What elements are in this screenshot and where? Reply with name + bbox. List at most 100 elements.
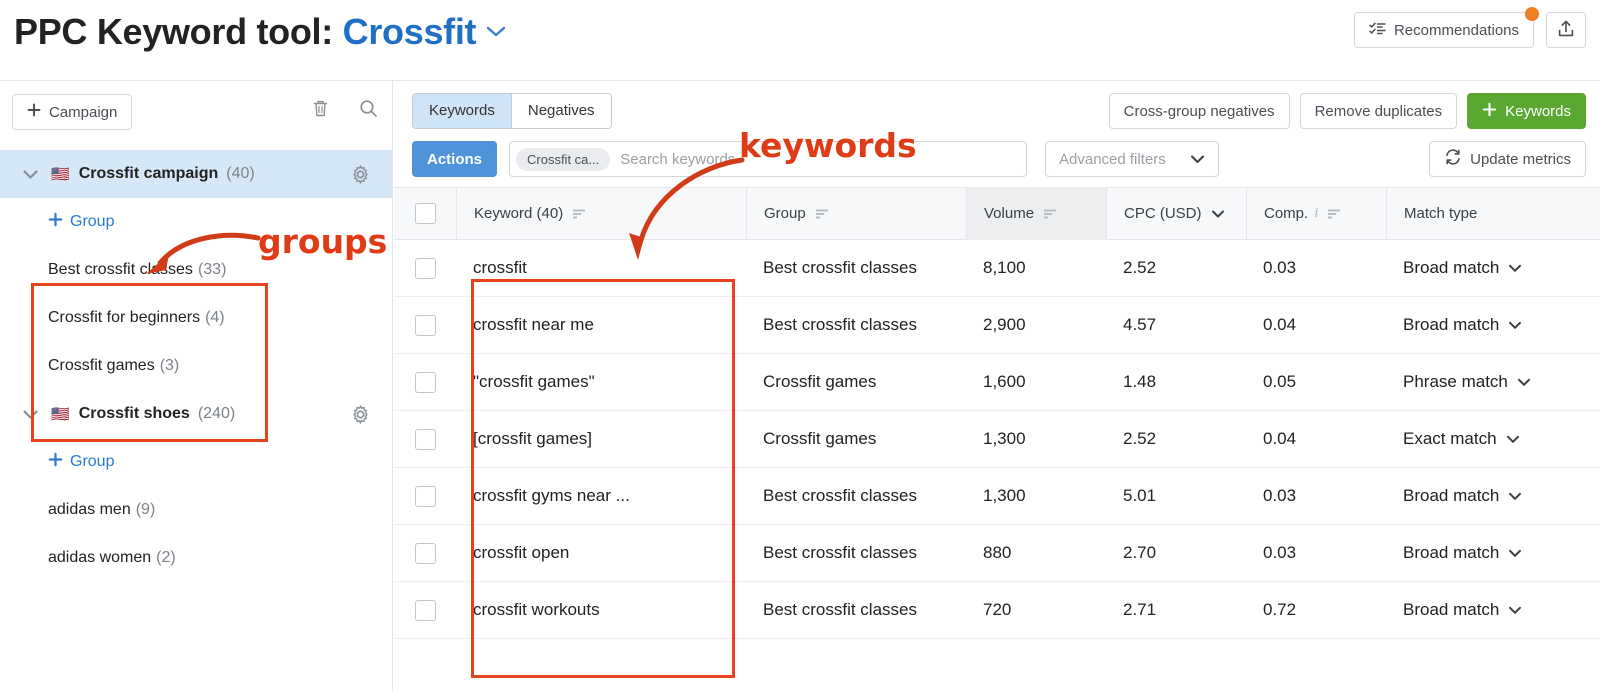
match-type-dropdown[interactable]: Broad match: [1403, 543, 1522, 563]
row-select-cell: [394, 525, 456, 581]
match-type-label: Broad match: [1403, 486, 1500, 505]
tab-keywords[interactable]: Keywords: [413, 94, 512, 128]
row-checkbox[interactable]: [414, 371, 436, 393]
cell-match-type[interactable]: Exact match: [1386, 411, 1600, 467]
gear-icon[interactable]: [351, 404, 370, 424]
search-scope-chip[interactable]: Crossfit ca...: [516, 147, 611, 171]
chevron-down-icon[interactable]: [22, 169, 39, 180]
match-type-dropdown[interactable]: Exact match: [1403, 429, 1520, 449]
column-header-group[interactable]: Group: [746, 187, 966, 240]
cell-group[interactable]: Best crossfit classes: [763, 315, 917, 334]
cell-match-type[interactable]: Phrase match: [1386, 354, 1600, 410]
add-keywords-button[interactable]: Keywords: [1467, 93, 1586, 129]
search-icon[interactable]: [359, 99, 378, 118]
chevron-down-icon[interactable]: [22, 409, 39, 420]
cell-group[interactable]: Best crossfit classes: [763, 600, 917, 619]
cell-keyword[interactable]: crossfit: [473, 258, 527, 277]
group-item[interactable]: Best crossfit classes (33): [0, 246, 392, 294]
advanced-filters-dropdown[interactable]: Advanced filters: [1045, 141, 1219, 177]
row-checkbox[interactable]: [414, 485, 436, 507]
add-group-button[interactable]: Group: [0, 198, 392, 246]
cell-group[interactable]: Best crossfit classes: [763, 258, 917, 277]
sort-icon[interactable]: [1043, 208, 1057, 220]
cell-group[interactable]: Crossfit games: [763, 429, 877, 448]
group-keyword-count: (33): [197, 261, 227, 278]
row-checkbox[interactable]: [414, 542, 436, 564]
cell-match-type[interactable]: Broad match: [1386, 582, 1600, 638]
cell-match-type[interactable]: Broad match: [1386, 525, 1600, 581]
table-row[interactable]: [crossfit games] Crossfit games 1,300 2.52 0…: [394, 411, 1600, 468]
sidebar: Campaign 🇺🇸 Crossfit ca: [0, 81, 393, 691]
export-icon: [1557, 19, 1575, 42]
table-row[interactable]: "crossfit games" Crossfit games 1,600 1.48 0…: [394, 354, 1600, 411]
cell-group[interactable]: Crossfit games: [763, 372, 877, 391]
trash-icon[interactable]: [312, 99, 329, 118]
remove-duplicates-button[interactable]: Remove duplicates: [1299, 93, 1458, 129]
column-header-cpc[interactable]: CPC (USD): [1106, 187, 1246, 240]
checklist-icon: [1369, 21, 1386, 39]
chevron-down-icon[interactable]: [485, 6, 507, 48]
table-row[interactable]: crossfit workouts Best crossfit classes 72…: [394, 582, 1600, 639]
tab-negatives[interactable]: Negatives: [511, 94, 611, 128]
row-checkbox[interactable]: [414, 428, 436, 450]
update-metrics-button[interactable]: Update metrics: [1429, 141, 1586, 177]
actions-button[interactable]: Actions: [412, 141, 498, 177]
group-name: Crossfit for beginners: [48, 309, 201, 326]
column-header-volume[interactable]: Volume: [966, 187, 1106, 240]
row-checkbox[interactable]: [414, 314, 436, 336]
row-checkbox[interactable]: [414, 599, 436, 621]
column-header-competition[interactable]: Comp. i: [1246, 187, 1386, 240]
sort-icon[interactable]: [572, 208, 586, 220]
column-header-volume-label: Volume: [984, 205, 1035, 222]
cell-keyword[interactable]: crossfit workouts: [473, 600, 600, 619]
select-all-checkbox[interactable]: [414, 203, 436, 224]
match-type-dropdown[interactable]: Broad match: [1403, 486, 1522, 506]
group-item[interactable]: Crossfit games (3): [0, 342, 392, 390]
chevron-down-icon: [1190, 151, 1205, 168]
group-item[interactable]: adidas women (2): [0, 534, 392, 582]
cross-group-negatives-button[interactable]: Cross-group negatives: [1108, 93, 1290, 129]
campaign-row[interactable]: 🇺🇸 Crossfit campaign (40): [0, 150, 392, 198]
match-type-dropdown[interactable]: Phrase match: [1403, 372, 1531, 392]
search-keywords-field[interactable]: Crossfit ca... Search keywords: [509, 141, 1027, 177]
table-row[interactable]: crossfit Best crossfit classes 8,100 2.52 0.…: [394, 240, 1600, 297]
cell-competition: 0.03: [1263, 258, 1297, 277]
chevron-down-icon[interactable]: [1211, 209, 1225, 219]
campaign-row[interactable]: 🇺🇸 Crossfit shoes (240): [0, 390, 392, 438]
sort-icon[interactable]: [815, 208, 829, 220]
chevron-down-icon: [1508, 543, 1522, 563]
add-group-button[interactable]: Group: [0, 438, 392, 486]
cell-keyword[interactable]: crossfit open: [473, 543, 570, 562]
match-type-dropdown[interactable]: Broad match: [1403, 258, 1522, 278]
info-icon[interactable]: i: [1314, 205, 1319, 221]
cell-keyword[interactable]: crossfit gyms near ...: [473, 486, 630, 505]
search-input-placeholder[interactable]: Search keywords: [620, 150, 736, 168]
export-button[interactable]: [1546, 12, 1586, 48]
row-checkbox[interactable]: [414, 257, 436, 279]
match-type-dropdown[interactable]: Broad match: [1403, 600, 1522, 620]
project-name[interactable]: Crossfit: [342, 11, 477, 52]
gear-icon[interactable]: [351, 164, 370, 184]
cell-keyword[interactable]: "crossfit games": [473, 372, 595, 391]
table-row[interactable]: crossfit open Best crossfit classes 880 2.7…: [394, 525, 1600, 582]
match-type-label: Broad match: [1403, 543, 1500, 562]
cell-match-type[interactable]: Broad match: [1386, 240, 1600, 296]
table-row[interactable]: crossfit near me Best crossfit classes 2,9…: [394, 297, 1600, 354]
column-header-match-type[interactable]: Match type: [1386, 187, 1600, 240]
cell-keyword[interactable]: [crossfit games]: [473, 429, 593, 448]
match-type-dropdown[interactable]: Broad match: [1403, 315, 1522, 335]
country-flag-icon: 🇺🇸: [51, 165, 70, 183]
group-item[interactable]: Crossfit for beginners (4): [0, 294, 392, 342]
table-row[interactable]: crossfit gyms near ... Best crossfit clas…: [394, 468, 1600, 525]
plus-icon: [48, 452, 63, 472]
cell-match-type[interactable]: Broad match: [1386, 468, 1600, 524]
sort-icon[interactable]: [1327, 208, 1341, 220]
column-header-keyword[interactable]: Keyword (40): [456, 187, 746, 240]
cell-group[interactable]: Best crossfit classes: [763, 486, 917, 505]
cell-keyword[interactable]: crossfit near me: [473, 315, 594, 334]
add-campaign-button[interactable]: Campaign: [12, 94, 133, 130]
group-item[interactable]: adidas men (9): [0, 486, 392, 534]
recommendations-button[interactable]: Recommendations: [1353, 12, 1534, 48]
cell-match-type[interactable]: Broad match: [1386, 297, 1600, 353]
cell-group[interactable]: Best crossfit classes: [763, 543, 917, 562]
